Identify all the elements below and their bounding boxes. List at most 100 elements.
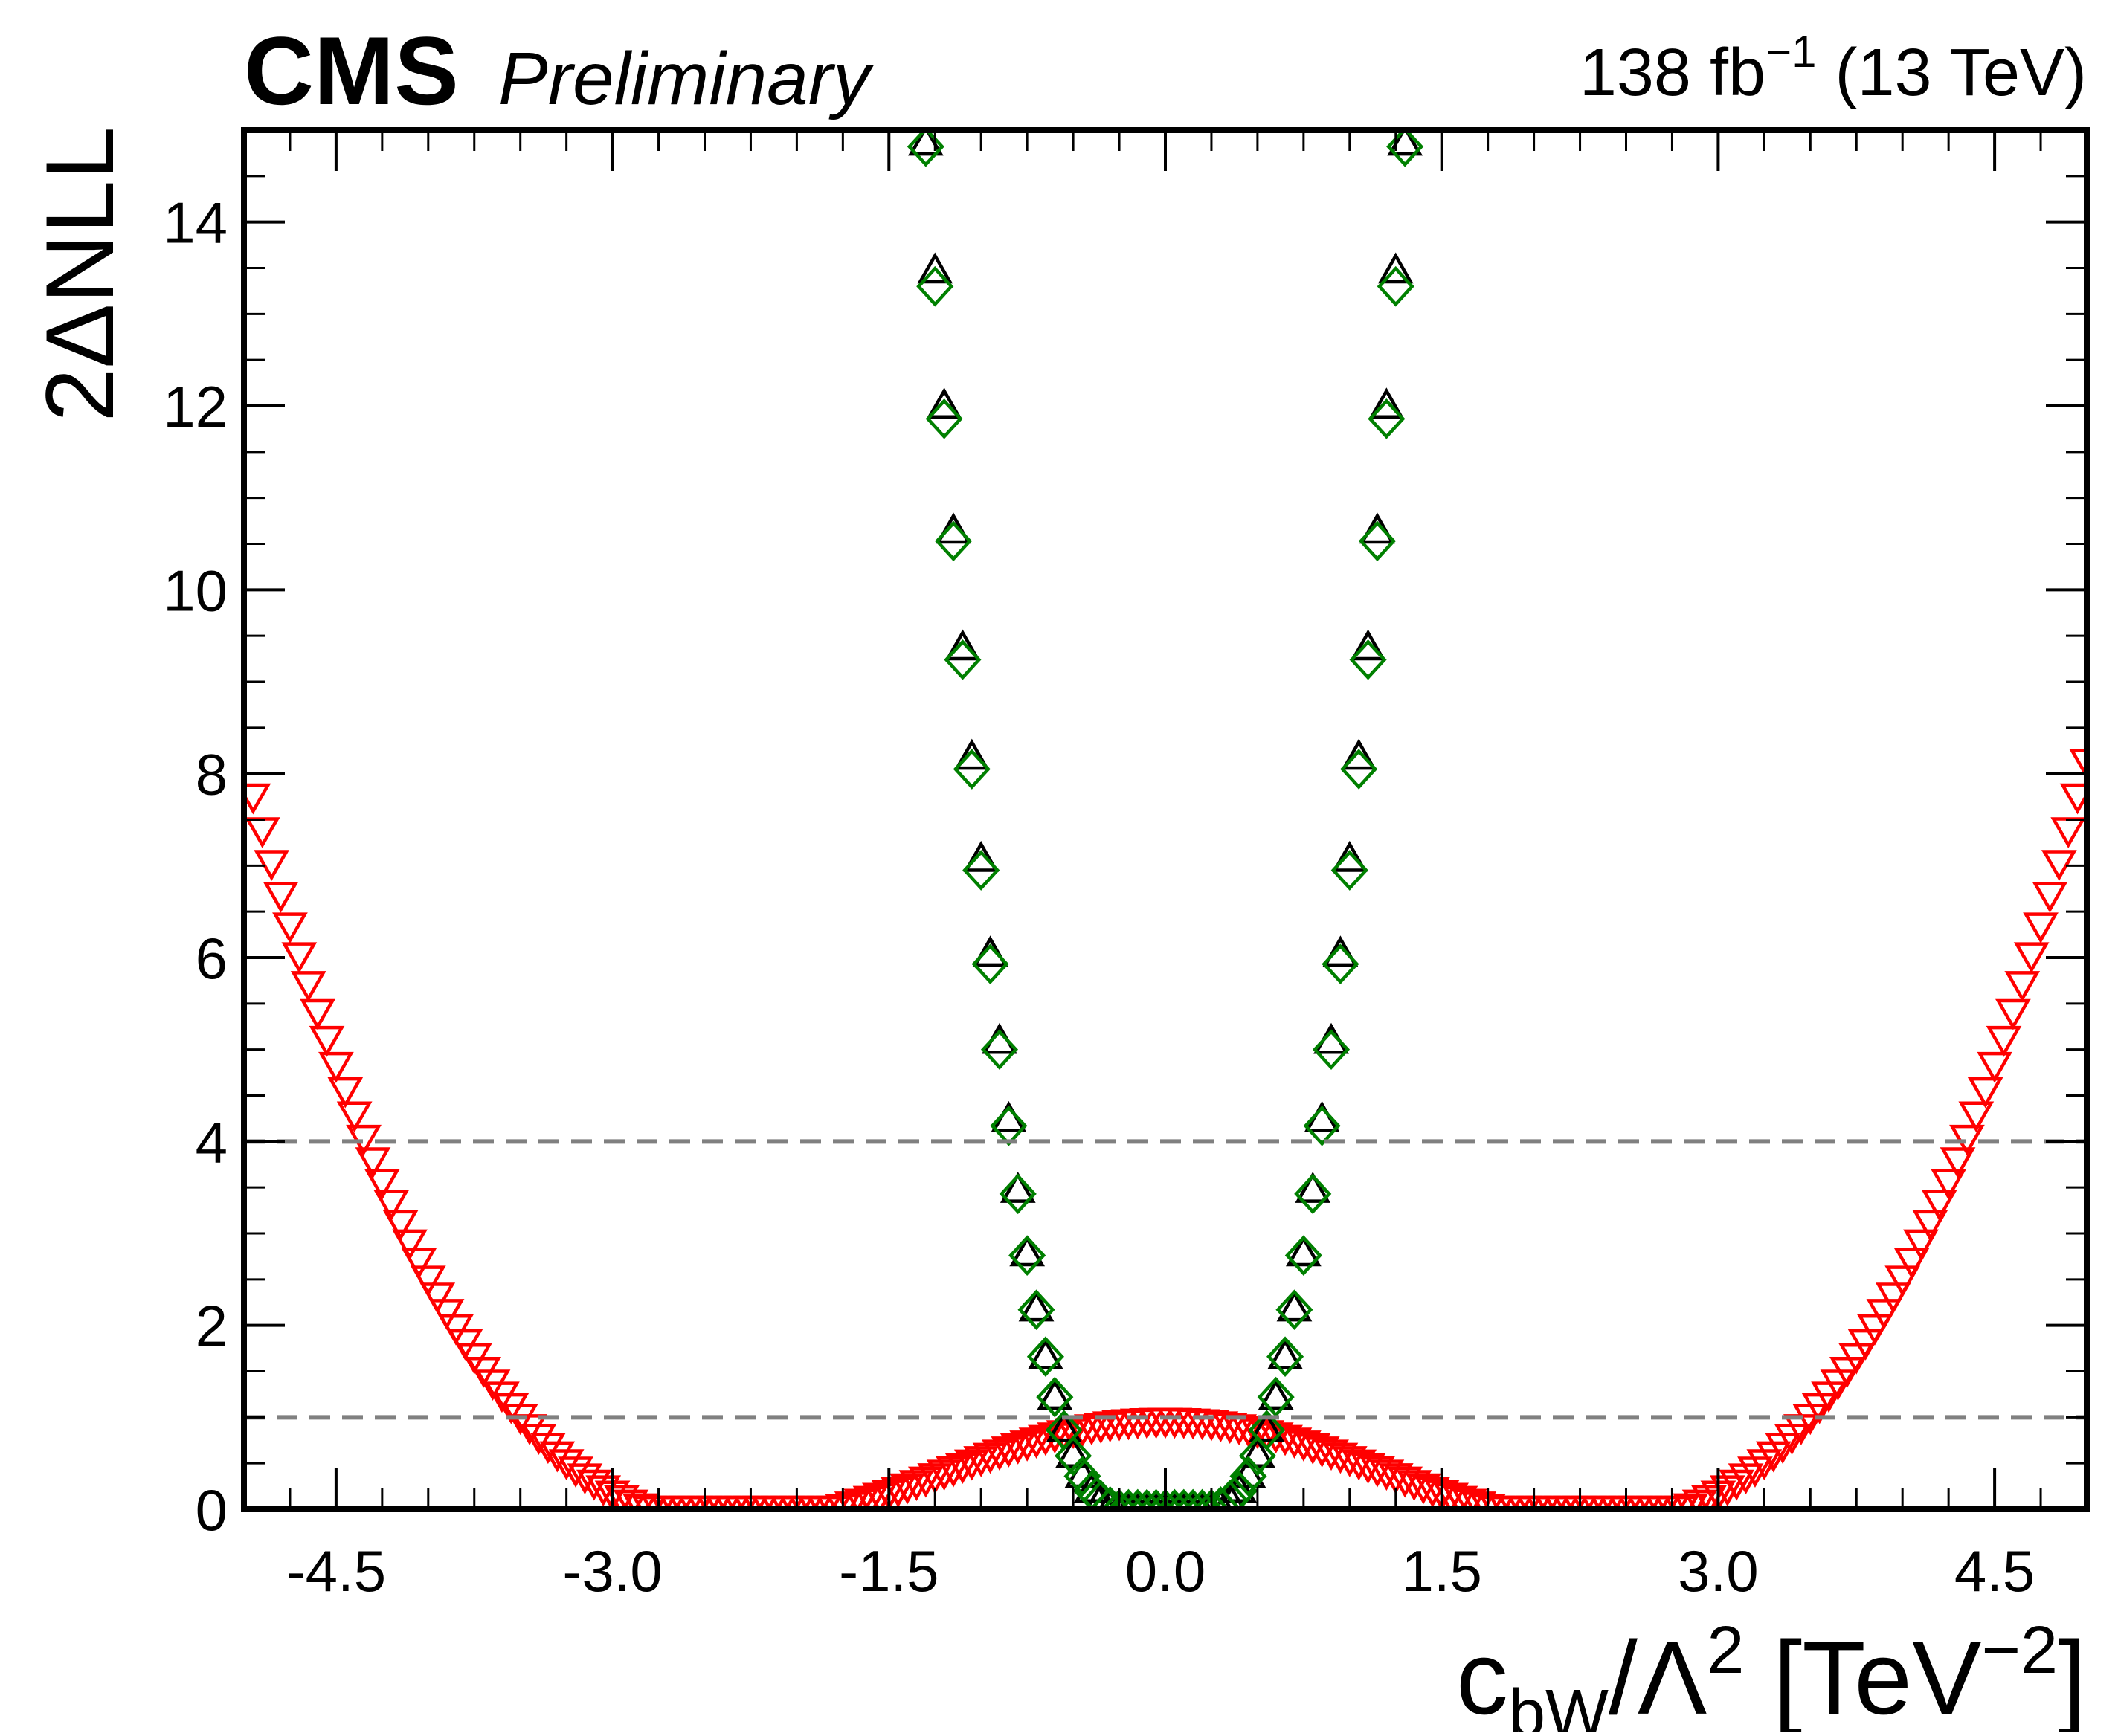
data-point xyxy=(972,1442,1008,1474)
x-label-lambda: /Λ xyxy=(1609,1619,1707,1732)
data-point xyxy=(925,398,963,439)
data-point xyxy=(364,1169,400,1201)
x-tick-label: 3.0 xyxy=(1678,1538,1758,1604)
data-point xyxy=(585,1475,622,1507)
data-point xyxy=(898,1470,935,1502)
data-point xyxy=(1000,1172,1036,1203)
x-tick-label: -1.5 xyxy=(839,1538,939,1604)
data-point xyxy=(428,1299,465,1330)
data-point xyxy=(1284,1235,1322,1277)
data-point xyxy=(834,1491,870,1509)
data-point xyxy=(1866,1299,1902,1330)
data-point xyxy=(1912,1210,1948,1242)
data-point xyxy=(880,1477,916,1508)
data-point xyxy=(1110,1488,1147,1509)
x-tick-label: 1.5 xyxy=(1401,1538,1481,1604)
data-point xyxy=(1276,1290,1313,1322)
y-tick-label: 14 xyxy=(163,190,228,256)
data-point xyxy=(1387,130,1423,156)
data-point xyxy=(392,1229,428,1261)
data-point xyxy=(382,1210,419,1242)
data-point xyxy=(2023,912,2059,944)
data-point xyxy=(512,1414,547,1445)
experiment-label: CMS xyxy=(244,16,459,125)
data-point xyxy=(1358,520,1397,562)
data-point xyxy=(1063,1456,1101,1497)
data-point xyxy=(999,1173,1037,1215)
data-point xyxy=(1663,1495,1699,1509)
data-point xyxy=(1249,1410,1285,1442)
x-axis-label: cbW/Λ2 [TeV−2] xyxy=(1456,1613,2087,1732)
data-point xyxy=(852,1485,889,1509)
data-point xyxy=(916,265,954,307)
data-point xyxy=(1719,1469,1755,1501)
data-point xyxy=(1046,1410,1082,1442)
data-point xyxy=(1295,1172,1331,1203)
data-point xyxy=(917,1463,953,1494)
luminosity-label: 138 fb−1 (13 TeV) xyxy=(1580,27,2087,110)
data-point xyxy=(1359,512,1395,544)
series-2 xyxy=(907,130,1424,1509)
data-point xyxy=(2050,817,2087,848)
data-point xyxy=(1341,738,1377,770)
data-point xyxy=(309,1025,345,1057)
data-point xyxy=(1977,1051,2012,1083)
data-point xyxy=(1238,1435,1276,1477)
data-point xyxy=(1257,1376,1295,1418)
data-point xyxy=(336,1101,373,1133)
data-point xyxy=(1285,1235,1322,1267)
x-tick-label: -3.0 xyxy=(562,1538,662,1604)
data-point xyxy=(1368,387,1405,419)
data-point xyxy=(1026,1336,1064,1378)
data-point xyxy=(1258,1378,1294,1410)
data-point xyxy=(1000,1433,1036,1465)
data-point xyxy=(1267,1338,1303,1369)
data-point xyxy=(953,749,991,790)
y-tick-label: 2 xyxy=(196,1294,228,1359)
data-point xyxy=(493,1393,530,1424)
data-point xyxy=(926,1459,962,1491)
data-point xyxy=(963,1446,1000,1477)
data-point xyxy=(1008,1235,1046,1277)
data-point xyxy=(1875,1282,1911,1314)
data-point xyxy=(1884,1265,1921,1297)
data-point xyxy=(318,1051,354,1083)
data-point xyxy=(1192,1488,1231,1509)
data-point xyxy=(401,1248,437,1280)
data-point xyxy=(1028,1338,1063,1369)
x-tick-label: -4.5 xyxy=(286,1538,386,1604)
data-point xyxy=(1017,1289,1055,1330)
data-point xyxy=(530,1433,566,1465)
data-point xyxy=(1350,629,1386,661)
data-point xyxy=(1055,1418,1091,1450)
data-point xyxy=(1330,850,1368,891)
data-point xyxy=(889,1473,925,1505)
data-point xyxy=(971,943,1009,984)
data-point xyxy=(419,1282,456,1314)
data-point xyxy=(982,1439,1017,1471)
data-point xyxy=(2013,942,2050,974)
data-point xyxy=(1893,1248,1930,1280)
data-point xyxy=(1691,1485,1727,1509)
data-point xyxy=(1312,1029,1351,1070)
data-point xyxy=(1018,1290,1055,1322)
data-point xyxy=(907,1466,944,1498)
axis-ticks: -4.5 -3.0 -1.5 0.0 1.5 3.0 4.5 0 2 4 6 8 10 12 14 xyxy=(163,130,2088,1604)
data-point xyxy=(936,1456,971,1488)
data-point xyxy=(281,942,318,974)
data-point xyxy=(1275,1289,1313,1330)
data-point xyxy=(991,1436,1027,1468)
x-label-squared: 2 xyxy=(1707,1613,1744,1688)
x-label-subscript: bW xyxy=(1508,1677,1609,1732)
x-label-unit-exponent: −2 xyxy=(1981,1613,2058,1688)
data-point xyxy=(963,840,1000,872)
lumi-value: 138 fb xyxy=(1580,36,1765,110)
data-point xyxy=(355,1147,391,1179)
data-point xyxy=(1829,1357,1865,1388)
data-point xyxy=(953,738,990,770)
data-point xyxy=(327,1077,364,1109)
data-point xyxy=(953,1449,990,1481)
data-point xyxy=(1340,749,1378,790)
data-point xyxy=(1331,840,1368,872)
